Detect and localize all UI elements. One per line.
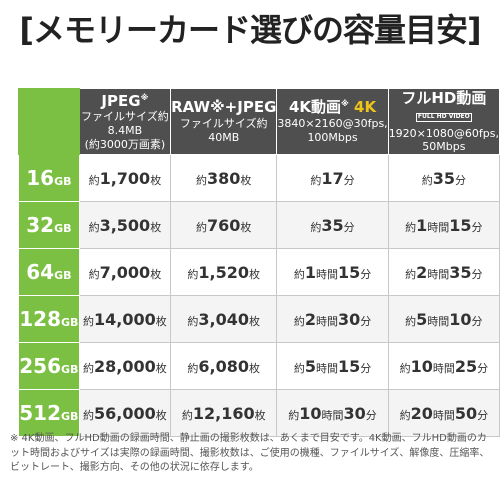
time-cell: 約17分 [276,154,389,202]
time-cell: 約5時間10分 [387,295,500,343]
header-row: JPEG※ ファイルサイズ約8.4MB (約3000万画素) RAW※+JPEG… [18,88,500,155]
header-4k-video: 4K動画※ 4K 3840×2160@30fps, 100Mbps [276,88,389,155]
capacity-cell: 32GB [18,201,80,249]
header-jpeg: JPEG※ ファイルサイズ約8.4MB (約3000万画素) [78,88,172,155]
capacity-cell: 64GB [18,248,80,296]
time-cell: 約35分 [276,201,389,249]
time-cell: 約35分 [387,154,500,202]
count-cell: 約56,000枚 [78,389,172,437]
table-row: 512GB 約56,000枚 約12,160枚 約10時間30分 約20時間50分 [18,389,500,437]
fullhd-badge-icon: FULL HD VIDEO [415,112,472,122]
table-row: 128GB 約14,000枚 約3,040枚 約2時間30分 約5時間10分 [18,295,500,343]
count-cell: 約6,080枚 [170,342,278,390]
table-row: 64GB 約7,000枚 約1,520枚 約1時間15分 約2時間35分 [18,248,500,296]
count-cell: 約1,700枚 [78,154,172,202]
time-cell: 約2時間35分 [387,248,500,296]
count-cell: 約3,040枚 [170,295,278,343]
count-cell: 約760枚 [170,201,278,249]
table-row: 256GB 約28,000枚 約6,080枚 約5時間15分 約10時間25分 [18,342,500,390]
capacity-cell: 16GB [18,154,80,202]
count-cell: 約12,160枚 [170,389,278,437]
time-cell: 約20時間50分 [387,389,500,437]
count-cell: 約28,000枚 [78,342,172,390]
footnote: ※ 4K動画、フルHD動画の録画時間、静止画の撮影枚数は、あくまで目安です。4K… [10,433,490,473]
time-cell: 約5時間15分 [276,342,389,390]
count-cell: 約14,000枚 [78,295,172,343]
table-row: 16GB 約1,700枚 約380枚 約17分 約35分 [18,154,500,202]
capacity-cell: 512GB [18,389,80,437]
header-raw-jpeg: RAW※+JPEG ファイルサイズ約40MB [170,88,278,155]
count-cell: 約7,000枚 [78,248,172,296]
header-fullhd-video: フルHD動画 FULL HD VIDEO 1920×1080@60fps, 50… [387,88,500,155]
time-cell: 約1時間15分 [387,201,500,249]
capacity-cell: 256GB [18,342,80,390]
page-title: [メモリーカード選びの容量目安] [19,11,481,49]
time-cell: 約10時間30分 [276,389,389,437]
time-cell: 約10時間25分 [387,342,500,390]
count-cell: 約380枚 [170,154,278,202]
table-row: 32GB 約3,500枚 約760枚 約35分 約1時間15分 [18,201,500,249]
count-cell: 約1,520枚 [170,248,278,296]
time-cell: 約1時間15分 [276,248,389,296]
capacity-table: JPEG※ ファイルサイズ約8.4MB (約3000万画素) RAW※+JPEG… [18,88,500,437]
capacity-cell: 128GB [18,295,80,343]
corner-cell [18,88,80,155]
count-cell: 約3,500枚 [78,201,172,249]
4k-logo-icon: 4K [354,98,377,117]
time-cell: 約2時間30分 [276,295,389,343]
